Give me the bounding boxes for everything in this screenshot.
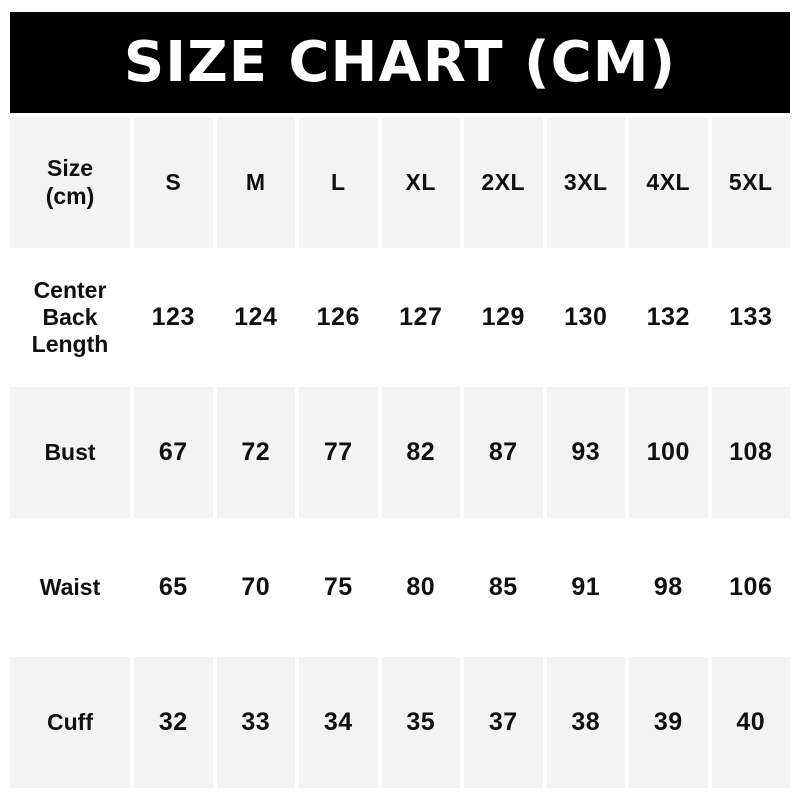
value-cell-waist-xl: 80 — [381, 522, 460, 653]
corner-header-cell: Size (cm) — [10, 117, 130, 248]
value-cell-waist-4xl: 98 — [629, 522, 708, 653]
value-cell-waist-l: 75 — [299, 522, 378, 653]
value-cell-cuff-2xl: 37 — [464, 657, 543, 788]
value-cell-cuff-4xl: 39 — [629, 657, 708, 788]
value-cell-center-back-length-m: 124 — [216, 252, 295, 383]
row-label-cuff: Cuff — [10, 657, 130, 788]
value-cell-cuff-5xl: 40 — [711, 657, 790, 788]
value-cell-cuff-xl: 35 — [381, 657, 460, 788]
value-cell-bust-5xl: 108 — [711, 387, 790, 518]
value-cell-center-back-length-l: 126 — [299, 252, 378, 383]
value-cell-bust-m: 72 — [216, 387, 295, 518]
value-cell-bust-2xl: 87 — [464, 387, 543, 518]
column-header-s: S — [134, 117, 213, 248]
row-label-center-back-length: Center Back Length — [10, 252, 130, 383]
value-cell-bust-l: 77 — [299, 387, 378, 518]
value-cell-center-back-length-xl: 127 — [381, 252, 460, 383]
value-cell-center-back-length-2xl: 129 — [464, 252, 543, 383]
value-cell-bust-xl: 82 — [381, 387, 460, 518]
value-cell-waist-5xl: 106 — [711, 522, 790, 653]
value-cell-waist-s: 65 — [134, 522, 213, 653]
value-cell-center-back-length-5xl: 133 — [711, 252, 790, 383]
value-cell-waist-m: 70 — [216, 522, 295, 653]
value-cell-bust-s: 67 — [134, 387, 213, 518]
row-label-bust: Bust — [10, 387, 130, 518]
column-header-4xl: 4XL — [629, 117, 708, 248]
value-cell-cuff-s: 32 — [134, 657, 213, 788]
column-header-m: M — [216, 117, 295, 248]
column-header-2xl: 2XL — [464, 117, 543, 248]
column-header-l: L — [299, 117, 378, 248]
size-chart-title-banner: SIZE CHART (CM) — [10, 12, 790, 113]
size-chart-table: Size (cm) S M L XL 2XL 3XL 4XL 5XL Center Back Le… — [10, 117, 790, 788]
value-cell-cuff-m: 33 — [216, 657, 295, 788]
value-cell-center-back-length-s: 123 — [134, 252, 213, 383]
value-cell-waist-3xl: 91 — [546, 522, 625, 653]
value-cell-bust-3xl: 93 — [546, 387, 625, 518]
column-header-5xl: 5XL — [711, 117, 790, 248]
value-cell-cuff-3xl: 38 — [546, 657, 625, 788]
value-cell-bust-4xl: 100 — [629, 387, 708, 518]
value-cell-center-back-length-3xl: 130 — [546, 252, 625, 383]
value-cell-waist-2xl: 85 — [464, 522, 543, 653]
column-header-xl: XL — [381, 117, 460, 248]
page-title: SIZE CHART (CM) — [123, 30, 677, 95]
column-header-3xl: 3XL — [546, 117, 625, 248]
row-label-waist: Waist — [10, 522, 130, 653]
value-cell-center-back-length-4xl: 132 — [629, 252, 708, 383]
value-cell-cuff-l: 34 — [299, 657, 378, 788]
